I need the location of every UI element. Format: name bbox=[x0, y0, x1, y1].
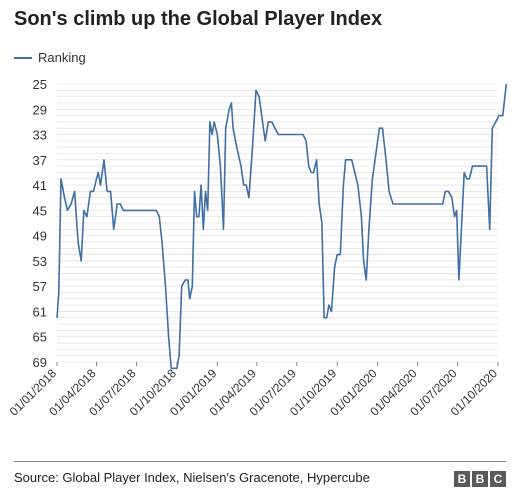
line-chart: 25 29 33 37 41 45 49 53 57 61 65 69 01/01/201801/04… bbox=[0, 0, 520, 460]
bbc-logo-block-1: B bbox=[454, 471, 470, 487]
y-tick-label: 33 bbox=[33, 128, 47, 143]
y-tick-label: 45 bbox=[33, 203, 47, 218]
bbc-logo-block-3: C bbox=[490, 471, 506, 487]
y-axis: 25 29 33 37 41 45 49 53 57 61 65 69 bbox=[33, 77, 47, 370]
grid-lines bbox=[57, 84, 498, 362]
series-line-ranking bbox=[57, 84, 506, 368]
x-axis: 01/01/201801/04/201801/07/201801/10/2018… bbox=[7, 362, 501, 419]
y-tick-label: 61 bbox=[33, 304, 47, 319]
y-tick-label: 29 bbox=[33, 102, 47, 117]
series-layer bbox=[57, 84, 506, 368]
y-tick-label: 69 bbox=[33, 355, 47, 370]
y-tick-label: 37 bbox=[33, 153, 47, 168]
y-tick-label: 53 bbox=[33, 254, 47, 269]
source-text: Source: Global Player Index, Nielsen's G… bbox=[14, 470, 370, 485]
y-tick-label: 41 bbox=[33, 178, 47, 193]
y-tick-label: 57 bbox=[33, 279, 47, 294]
y-tick-label: 65 bbox=[33, 330, 47, 345]
bbc-logo: B B C bbox=[454, 471, 506, 487]
bbc-logo-block-2: B bbox=[472, 471, 488, 487]
y-tick-label: 49 bbox=[33, 229, 47, 244]
y-tick-label: 25 bbox=[33, 77, 47, 92]
footer-divider bbox=[14, 461, 506, 462]
